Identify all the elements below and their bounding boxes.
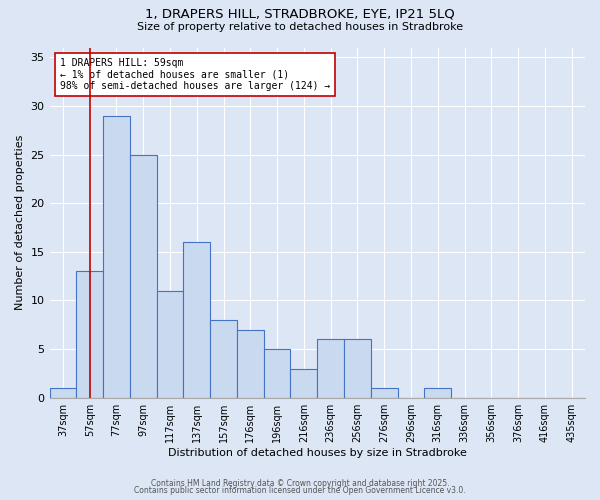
Text: 1, DRAPERS HILL, STRADBROKE, EYE, IP21 5LQ: 1, DRAPERS HILL, STRADBROKE, EYE, IP21 5… — [145, 8, 455, 20]
Bar — [130, 154, 157, 398]
Bar — [371, 388, 398, 398]
Bar — [344, 340, 371, 398]
Bar — [103, 116, 130, 398]
Bar — [157, 290, 184, 398]
Bar — [210, 320, 237, 398]
Bar — [317, 340, 344, 398]
Bar — [424, 388, 451, 398]
Bar — [76, 271, 103, 398]
Bar — [290, 368, 317, 398]
Text: 1 DRAPERS HILL: 59sqm
← 1% of detached houses are smaller (1)
98% of semi-detach: 1 DRAPERS HILL: 59sqm ← 1% of detached h… — [60, 58, 331, 91]
Y-axis label: Number of detached properties: Number of detached properties — [15, 135, 25, 310]
X-axis label: Distribution of detached houses by size in Stradbroke: Distribution of detached houses by size … — [168, 448, 467, 458]
Text: Contains public sector information licensed under the Open Government Licence v3: Contains public sector information licen… — [134, 486, 466, 495]
Bar — [50, 388, 76, 398]
Text: Size of property relative to detached houses in Stradbroke: Size of property relative to detached ho… — [137, 22, 463, 32]
Bar — [184, 242, 210, 398]
Bar — [237, 330, 264, 398]
Text: Contains HM Land Registry data © Crown copyright and database right 2025.: Contains HM Land Registry data © Crown c… — [151, 478, 449, 488]
Bar — [264, 349, 290, 398]
